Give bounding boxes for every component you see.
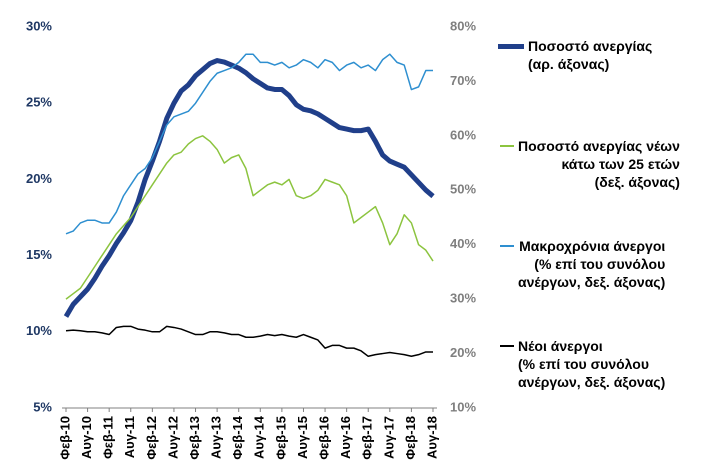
legend-swatch [500, 245, 514, 247]
y2-tick-label: 60% [450, 127, 476, 142]
legend-label: Ποσοστό ανεργίας (αρ. άξονας) [528, 38, 653, 72]
x-tick-label: Φεβ-18 [403, 416, 418, 460]
x-tick-label: Αυγ-18 [424, 416, 439, 459]
x-tick-label: Φεβ-15 [273, 416, 288, 460]
x-tick-label: Φεβ-14 [230, 415, 245, 459]
series-line [65, 135, 434, 300]
x-tick-label: Αυγ-15 [295, 416, 310, 459]
x-tick-label: Αυγ-12 [165, 416, 180, 459]
legend-label: Ποσοστό ανεργίας νέων κάτω των 25 ετών (… [518, 138, 680, 190]
legend-label: Μακροχρόνια άνεργοι (% επί του συνόλου α… [518, 238, 666, 290]
legend-swatch [500, 145, 514, 147]
series-line [65, 325, 433, 358]
x-tick-label: Αυγ-10 [79, 416, 94, 459]
series-line [65, 53, 433, 235]
x-tick-label: Φεβ-11 [101, 416, 116, 459]
y2-tick-label: 50% [450, 182, 476, 197]
y-tick-label: 15% [26, 247, 52, 262]
y2-tick-label: 30% [450, 291, 476, 306]
y2-tick-label: 20% [450, 345, 476, 360]
y-tick-label: 20% [26, 171, 52, 186]
y2-tick-label: 40% [450, 236, 476, 251]
y-tick-label: 10% [26, 323, 52, 338]
y-tick-label: 5% [33, 399, 52, 414]
x-tick-label: Αυγ-14 [252, 415, 267, 459]
y-tick-label: 30% [26, 18, 52, 33]
x-tick-label: Φεβ-13 [187, 416, 202, 460]
x-tick-label: Φεβ-12 [144, 416, 159, 460]
x-tick-label: Αυγ-17 [381, 416, 396, 459]
legend-label: Νέοι άνεργοι (% επί του συνόλου ανέργων,… [518, 338, 666, 390]
y2-tick-label: 10% [450, 399, 476, 414]
y2-tick-label: 70% [450, 73, 476, 88]
y-tick-label: 25% [26, 95, 52, 110]
x-tick-label: Φεβ-16 [316, 416, 331, 460]
x-tick-label: Αυγ-16 [338, 416, 353, 459]
x-tick-label: Αυγ-13 [209, 416, 224, 459]
series-line [63, 58, 435, 318]
x-tick-label: Φεβ-17 [360, 416, 375, 460]
legend-swatch [500, 345, 514, 347]
x-tick-label: Φεβ-10 [57, 416, 72, 460]
legend-swatch [498, 43, 524, 49]
y2-tick-label: 80% [450, 18, 476, 33]
x-tick-label: Αυγ-11 [122, 416, 137, 458]
